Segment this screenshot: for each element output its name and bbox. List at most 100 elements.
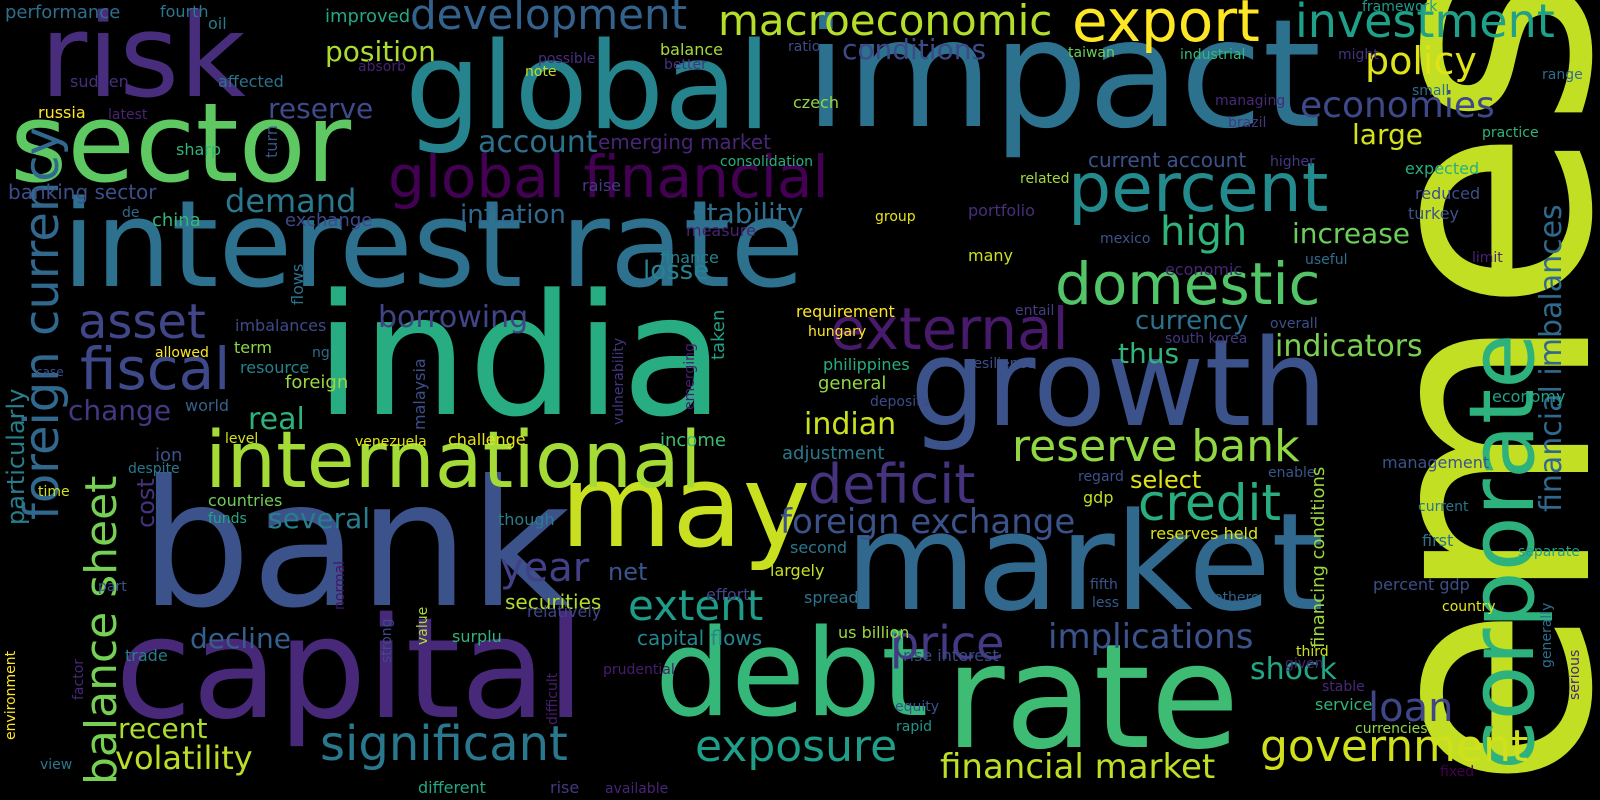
word: policy <box>1365 39 1477 83</box>
word: balance <box>660 40 723 59</box>
word: foreign <box>285 372 349 393</box>
word: fiscal <box>80 335 231 403</box>
word: trade <box>125 646 168 665</box>
word: sudden <box>70 72 129 91</box>
word: external <box>830 295 1069 363</box>
word: interest rate <box>62 176 805 315</box>
word: adjustment <box>782 443 885 464</box>
word: year <box>500 545 590 591</box>
word: particularly <box>2 388 30 525</box>
word: taken <box>708 309 729 360</box>
word: current account <box>1088 148 1247 172</box>
word: deposits <box>870 394 929 410</box>
word: case <box>36 365 64 379</box>
word: several <box>268 502 371 535</box>
word: part <box>98 579 127 595</box>
word: might <box>1338 47 1379 63</box>
word: losse <box>643 256 710 286</box>
word: ratio <box>788 39 821 55</box>
word: india <box>315 258 725 454</box>
word: affected <box>218 72 284 91</box>
word: emerging <box>682 343 698 410</box>
word: small <box>1412 83 1450 99</box>
word: less <box>1092 595 1120 611</box>
word: service <box>1315 695 1373 714</box>
word: funds <box>208 511 247 527</box>
word: fifth <box>1090 577 1118 593</box>
word: view <box>40 757 73 773</box>
word: domestic <box>1055 250 1321 318</box>
word: better <box>664 57 707 73</box>
word: indicators <box>1275 329 1423 364</box>
word: economic <box>1165 260 1243 279</box>
word: improved <box>325 6 411 27</box>
word: different <box>418 778 486 797</box>
word: requirement <box>796 302 895 321</box>
word: level <box>225 431 259 447</box>
word: select <box>1130 466 1202 494</box>
word: stability <box>692 197 804 230</box>
word: separate <box>1518 544 1580 560</box>
word: deficit <box>808 453 976 516</box>
word: hungary <box>808 324 867 340</box>
word: implications <box>1048 617 1254 657</box>
word: international <box>205 416 702 506</box>
word: environment <box>3 650 19 740</box>
word: finance <box>660 248 719 267</box>
word: sharp <box>176 140 222 159</box>
word: allowed <box>155 345 209 361</box>
word: malaysia <box>410 358 429 430</box>
word: capital <box>115 588 586 751</box>
word: economies <box>1300 85 1495 126</box>
word: framework <box>1362 0 1438 15</box>
word: strong <box>379 618 395 663</box>
word: recent <box>118 712 208 745</box>
word: securities <box>505 590 602 614</box>
word: many <box>968 246 1013 265</box>
word: general <box>818 373 887 394</box>
word: countries <box>208 491 283 510</box>
word: taiwan <box>1068 45 1115 61</box>
word: prudential <box>603 662 675 678</box>
word: mexico <box>1100 231 1151 247</box>
word: useful <box>1305 252 1348 268</box>
word: conditions <box>842 33 987 66</box>
word: regard <box>1078 469 1124 485</box>
word: generally <box>1539 602 1555 668</box>
word: borrowing <box>378 300 529 335</box>
word: flows <box>288 263 307 305</box>
word: exposure <box>695 721 898 772</box>
word: risk <box>40 0 246 124</box>
word: oil <box>208 14 227 33</box>
word: country <box>1442 599 1496 615</box>
word: indian <box>804 407 897 442</box>
word: rise <box>550 778 580 797</box>
word: difficult <box>545 672 561 725</box>
word: emerging market <box>598 130 771 154</box>
word: challenge <box>448 430 526 449</box>
word: percent gdp <box>1373 575 1470 594</box>
word: china <box>152 210 201 231</box>
word: de <box>122 205 140 221</box>
word: largely <box>770 561 825 580</box>
word: fourth <box>160 2 209 21</box>
word: value <box>415 606 431 645</box>
word: management <box>1382 453 1490 472</box>
word: imbalances <box>235 316 327 335</box>
word: price <box>890 616 1005 670</box>
word: south korea <box>1165 331 1248 347</box>
word: philippines <box>823 355 910 374</box>
word: thus <box>1118 337 1180 370</box>
word: market <box>845 484 1325 641</box>
word: significant <box>320 716 568 772</box>
word: extent <box>628 581 764 630</box>
word: shock <box>1250 652 1337 687</box>
word: turn <box>262 125 281 158</box>
word: czech <box>793 93 839 112</box>
word: turkey <box>1408 204 1459 223</box>
word: global <box>405 18 771 157</box>
word: managing <box>1215 93 1286 109</box>
word: currency <box>1135 306 1249 336</box>
word: consolidation <box>720 154 814 170</box>
